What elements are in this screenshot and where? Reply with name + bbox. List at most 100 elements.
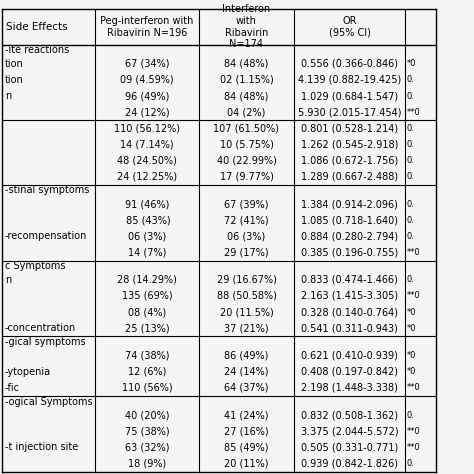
- Text: 0.385 (0.196-0.755): 0.385 (0.196-0.755): [301, 247, 398, 257]
- Text: 0.541 (0.311-0.943): 0.541 (0.311-0.943): [301, 323, 398, 333]
- Text: 1.384 (0.914-2.096): 1.384 (0.914-2.096): [301, 199, 398, 209]
- Text: 3.375 (2.044-5.572): 3.375 (2.044-5.572): [301, 427, 398, 437]
- Text: 0.556 (0.366-0.846): 0.556 (0.366-0.846): [301, 59, 398, 69]
- Text: 37 (21%): 37 (21%): [224, 323, 269, 333]
- Text: 1.085 (0.718-1.640): 1.085 (0.718-1.640): [301, 215, 398, 225]
- Text: 06 (3%): 06 (3%): [128, 231, 166, 241]
- Text: 0.: 0.: [407, 91, 415, 100]
- Text: 85 (49%): 85 (49%): [224, 443, 269, 453]
- Text: 12 (6%): 12 (6%): [128, 367, 166, 377]
- Text: 67 (39%): 67 (39%): [224, 199, 269, 209]
- Text: 29 (16.67%): 29 (16.67%): [217, 275, 276, 285]
- Text: 0.: 0.: [407, 200, 415, 209]
- Text: 0.: 0.: [407, 140, 415, 149]
- Text: 0.: 0.: [407, 75, 415, 84]
- Text: 86 (49%): 86 (49%): [224, 351, 269, 361]
- Text: **0: **0: [407, 292, 420, 301]
- Text: 0.: 0.: [407, 275, 415, 284]
- Text: 67 (34%): 67 (34%): [125, 59, 169, 69]
- Text: 0.: 0.: [407, 124, 415, 133]
- Text: 1.086 (0.672-1.756): 1.086 (0.672-1.756): [301, 155, 398, 165]
- Text: 0.: 0.: [407, 216, 415, 225]
- Text: 72 (41%): 72 (41%): [224, 215, 269, 225]
- Text: 40 (20%): 40 (20%): [125, 410, 169, 420]
- Text: 96 (49%): 96 (49%): [125, 91, 169, 101]
- Text: 14 (7%): 14 (7%): [128, 247, 166, 257]
- Text: 84 (48%): 84 (48%): [224, 59, 269, 69]
- Text: 4.139 (0.882-19.425): 4.139 (0.882-19.425): [298, 75, 401, 85]
- Text: tion: tion: [5, 59, 24, 69]
- Text: 0.832 (0.508-1.362): 0.832 (0.508-1.362): [301, 410, 398, 420]
- Text: 0.: 0.: [407, 411, 415, 420]
- Text: 0.621 (0.410-0.939): 0.621 (0.410-0.939): [301, 351, 398, 361]
- Text: 84 (48%): 84 (48%): [224, 91, 269, 101]
- Text: 110 (56.12%): 110 (56.12%): [114, 123, 180, 133]
- Text: 135 (69%): 135 (69%): [122, 291, 172, 301]
- Text: 20 (11.5%): 20 (11.5%): [219, 307, 273, 317]
- Text: 48 (24.50%): 48 (24.50%): [117, 155, 177, 165]
- Text: 18 (9%): 18 (9%): [128, 459, 166, 469]
- Text: 24 (12.25%): 24 (12.25%): [117, 172, 177, 182]
- Text: 1.289 (0.667-2.488): 1.289 (0.667-2.488): [301, 172, 398, 182]
- Text: 10 (5.75%): 10 (5.75%): [219, 139, 273, 149]
- Text: **0: **0: [407, 383, 420, 392]
- Text: Side Effects: Side Effects: [6, 22, 68, 32]
- Text: -concentration: -concentration: [5, 323, 76, 333]
- Text: *0: *0: [407, 367, 416, 376]
- Text: 20 (11%): 20 (11%): [224, 459, 269, 469]
- Text: *0: *0: [407, 59, 416, 68]
- Text: -gical symptoms: -gical symptoms: [5, 337, 85, 347]
- Text: 0.: 0.: [407, 232, 415, 241]
- Text: *0: *0: [407, 324, 416, 333]
- Text: 0.: 0.: [407, 156, 415, 165]
- Text: 24 (14%): 24 (14%): [224, 367, 269, 377]
- Text: 0.408 (0.197-0.842): 0.408 (0.197-0.842): [301, 367, 398, 377]
- Text: 0.328 (0.140-0.764): 0.328 (0.140-0.764): [301, 307, 398, 317]
- Text: 85 (43%): 85 (43%): [123, 215, 171, 225]
- Text: 02 (1.15%): 02 (1.15%): [219, 75, 273, 85]
- Text: **0: **0: [407, 248, 420, 257]
- Text: Peg-interferon with
Ribavirin N=196: Peg-interferon with Ribavirin N=196: [100, 16, 193, 37]
- Text: tion: tion: [5, 75, 24, 85]
- Text: 0.833 (0.474-1.466): 0.833 (0.474-1.466): [301, 275, 398, 285]
- Text: 0.884 (0.280-2.794): 0.884 (0.280-2.794): [301, 231, 398, 241]
- Text: Interferon
with
Ribavirin
N=174: Interferon with Ribavirin N=174: [222, 4, 271, 49]
- Text: 0.: 0.: [407, 459, 415, 468]
- Text: **0: **0: [407, 427, 420, 436]
- Text: 17 (9.77%): 17 (9.77%): [219, 172, 273, 182]
- Text: 2.198 (1.448-3.338): 2.198 (1.448-3.338): [301, 383, 398, 393]
- Text: **0: **0: [407, 108, 420, 117]
- Text: 2.163 (1.415-3.305): 2.163 (1.415-3.305): [301, 291, 398, 301]
- Text: 1.262 (0.545-2.918): 1.262 (0.545-2.918): [301, 139, 398, 149]
- Text: -ite reactions: -ite reactions: [5, 45, 69, 55]
- Text: OR
(95% CI): OR (95% CI): [328, 16, 371, 37]
- Text: 75 (38%): 75 (38%): [125, 427, 169, 437]
- Text: 63 (32%): 63 (32%): [125, 443, 169, 453]
- Text: 14 (7.14%): 14 (7.14%): [120, 139, 174, 149]
- Text: **0: **0: [407, 443, 420, 452]
- Text: 28 (14.29%): 28 (14.29%): [117, 275, 177, 285]
- Text: 0.: 0.: [407, 172, 415, 181]
- Text: 24 (12%): 24 (12%): [125, 107, 169, 117]
- Text: 1.029 (0.684-1.547): 1.029 (0.684-1.547): [301, 91, 398, 101]
- Text: 40 (22.99%): 40 (22.99%): [217, 155, 276, 165]
- Text: -fic: -fic: [5, 383, 20, 393]
- Text: 88 (50.58%): 88 (50.58%): [217, 291, 276, 301]
- Text: *0: *0: [407, 308, 416, 317]
- Text: 110 (56%): 110 (56%): [122, 383, 172, 393]
- Text: 0.801 (0.528-1.214): 0.801 (0.528-1.214): [301, 123, 398, 133]
- Text: -ogical Symptoms: -ogical Symptoms: [5, 397, 92, 407]
- Text: 25 (13%): 25 (13%): [125, 323, 169, 333]
- Text: 29 (17%): 29 (17%): [224, 247, 269, 257]
- Text: 08 (4%): 08 (4%): [128, 307, 166, 317]
- Text: *0: *0: [407, 351, 416, 360]
- Text: 06 (3%): 06 (3%): [228, 231, 265, 241]
- Text: 09 (4.59%): 09 (4.59%): [120, 75, 174, 85]
- Text: 107 (61.50%): 107 (61.50%): [213, 123, 280, 133]
- Text: 04 (2%): 04 (2%): [228, 107, 265, 117]
- Text: 64 (37%): 64 (37%): [224, 383, 269, 393]
- Text: -stinal symptoms: -stinal symptoms: [5, 185, 89, 195]
- Text: 0.939 (0.842-1.826): 0.939 (0.842-1.826): [301, 459, 398, 469]
- Text: 74 (38%): 74 (38%): [125, 351, 169, 361]
- Text: n: n: [5, 91, 11, 101]
